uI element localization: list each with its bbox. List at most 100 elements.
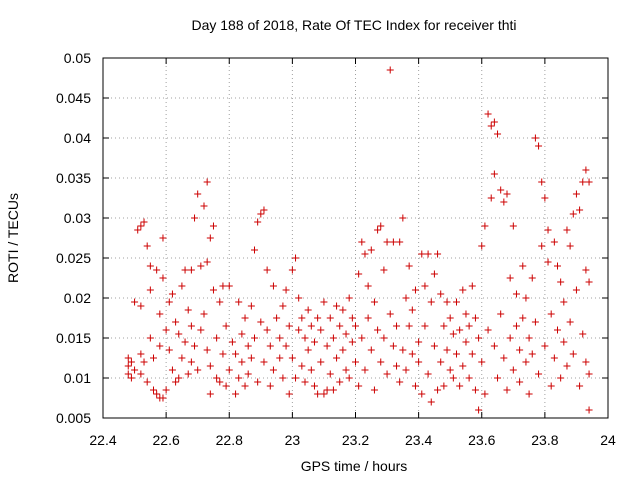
data-point xyxy=(541,342,549,350)
data-point xyxy=(358,238,366,246)
data-point xyxy=(339,306,347,314)
data-point xyxy=(137,222,145,230)
data-point xyxy=(481,390,489,398)
data-point xyxy=(317,326,325,334)
data-point xyxy=(547,382,555,390)
data-point xyxy=(301,378,309,386)
data-point xyxy=(443,346,451,354)
data-point xyxy=(137,370,145,378)
data-point xyxy=(370,386,378,394)
data-point xyxy=(411,382,419,390)
data-point xyxy=(203,178,211,186)
data-point xyxy=(191,342,199,350)
data-point xyxy=(396,378,404,386)
data-point xyxy=(203,346,211,354)
data-point xyxy=(453,298,460,306)
data-point xyxy=(159,274,167,282)
data-point xyxy=(399,346,407,354)
data-point xyxy=(254,378,262,386)
data-point xyxy=(557,374,565,382)
data-point xyxy=(225,282,233,290)
data-point xyxy=(241,314,249,322)
data-point xyxy=(434,386,442,394)
y-tick-label: 0.015 xyxy=(56,330,91,346)
data-point xyxy=(146,262,154,270)
data-point xyxy=(509,366,517,374)
axis-ticks: 22.4 22.6 22.8 23 23.2 23.4 23.6 23.8 24 0.005 0.0… xyxy=(56,50,616,448)
data-point xyxy=(175,330,183,338)
data-point xyxy=(402,366,410,374)
data-point xyxy=(269,282,277,290)
data-point xyxy=(459,362,467,370)
data-point xyxy=(497,310,505,318)
data-point xyxy=(405,262,413,270)
data-point xyxy=(339,346,347,354)
data-point xyxy=(307,322,315,330)
data-point xyxy=(503,190,511,198)
data-point xyxy=(415,358,423,366)
data-point xyxy=(320,298,328,306)
data-point xyxy=(140,358,148,366)
data-point xyxy=(323,342,331,350)
data-point xyxy=(579,330,587,338)
data-point xyxy=(146,334,154,342)
data-point xyxy=(153,390,161,398)
data-point xyxy=(187,358,195,366)
data-point xyxy=(396,238,404,246)
x-tick-label: 24 xyxy=(600,432,616,448)
data-point xyxy=(563,362,571,370)
data-point xyxy=(310,338,318,346)
data-point xyxy=(263,326,271,334)
data-point xyxy=(405,322,413,330)
data-point xyxy=(203,258,211,266)
data-point xyxy=(181,266,189,274)
data-point xyxy=(494,130,502,138)
data-point xyxy=(550,238,558,246)
data-point xyxy=(579,178,587,186)
data-point xyxy=(310,382,318,390)
data-point xyxy=(367,246,375,254)
data-point xyxy=(569,210,577,218)
data-point xyxy=(449,330,457,338)
data-point xyxy=(323,386,331,394)
data-point xyxy=(576,382,584,390)
data-point xyxy=(279,302,287,310)
data-point xyxy=(168,366,176,374)
data-point xyxy=(194,366,202,374)
data-point xyxy=(418,390,426,398)
data-point xyxy=(197,326,205,334)
data-point xyxy=(440,382,448,390)
data-point xyxy=(383,370,391,378)
data-point xyxy=(528,350,536,358)
data-point xyxy=(490,170,498,178)
x-tick-label: 22.8 xyxy=(216,432,243,448)
data-point xyxy=(301,334,309,342)
data-point xyxy=(200,310,208,318)
data-point xyxy=(528,274,536,282)
data-point xyxy=(449,374,457,382)
y-tick-label: 0.025 xyxy=(56,250,91,266)
data-point xyxy=(434,250,442,258)
data-point xyxy=(175,374,183,382)
data-point xyxy=(503,386,511,394)
data-point xyxy=(525,334,533,342)
data-point xyxy=(137,302,145,310)
data-point xyxy=(137,350,145,358)
data-point xyxy=(490,342,498,350)
data-point xyxy=(336,322,344,330)
data-point xyxy=(468,350,476,358)
data-point xyxy=(389,238,397,246)
data-point xyxy=(560,298,568,306)
data-point xyxy=(563,226,571,234)
data-point xyxy=(478,242,486,250)
data-point xyxy=(484,110,492,118)
data-point xyxy=(244,370,252,378)
data-point xyxy=(295,326,303,334)
data-point xyxy=(172,378,180,386)
data-point xyxy=(216,298,224,306)
data-point xyxy=(329,386,337,394)
data-point xyxy=(519,314,527,322)
data-point xyxy=(522,294,530,302)
data-point xyxy=(194,190,202,198)
x-tick-label: 23 xyxy=(285,432,301,448)
